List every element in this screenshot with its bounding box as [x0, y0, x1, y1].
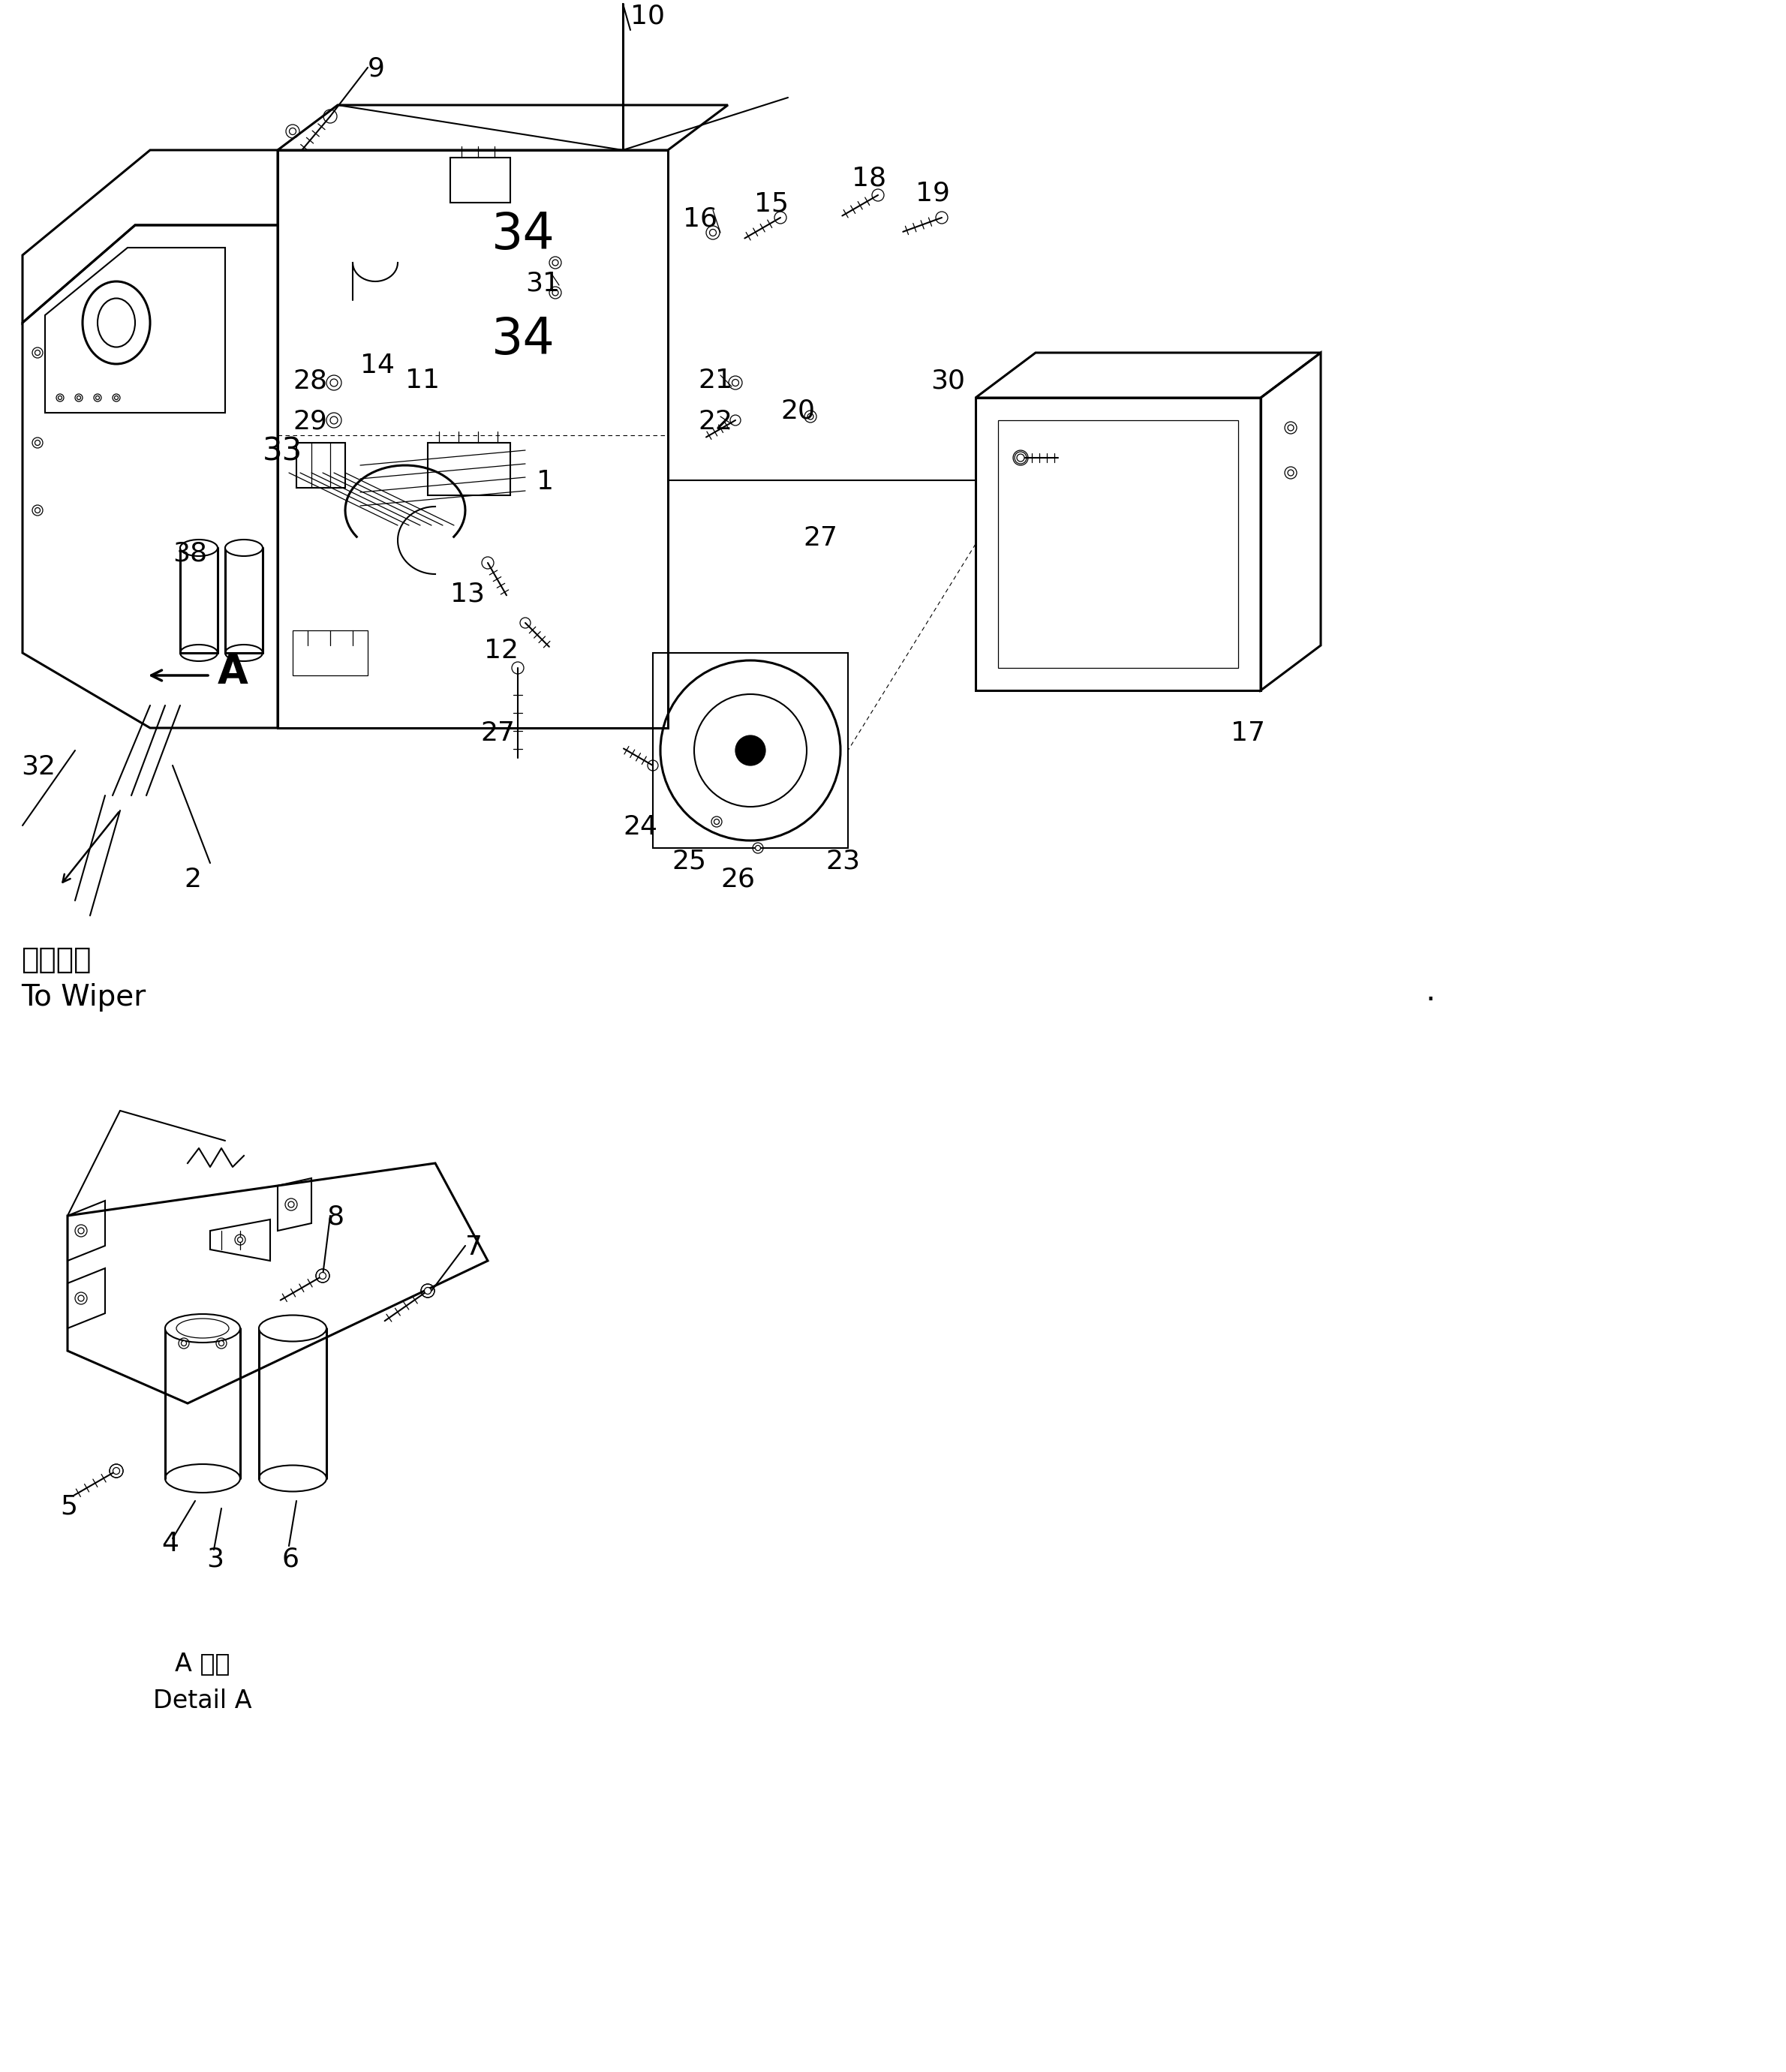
Circle shape — [552, 290, 559, 296]
Circle shape — [36, 508, 39, 514]
Circle shape — [238, 1237, 243, 1243]
Ellipse shape — [259, 1316, 327, 1341]
Ellipse shape — [225, 539, 263, 555]
Circle shape — [1288, 470, 1293, 477]
Text: Detail A: Detail A — [154, 1689, 252, 1714]
Text: 8: 8 — [327, 1204, 343, 1231]
Circle shape — [755, 845, 761, 852]
Text: 22: 22 — [698, 408, 732, 435]
Circle shape — [1016, 454, 1025, 462]
Circle shape — [289, 128, 296, 135]
Circle shape — [36, 350, 39, 354]
Circle shape — [709, 230, 716, 236]
Circle shape — [77, 396, 80, 400]
Text: 25: 25 — [672, 847, 705, 874]
Text: 32: 32 — [21, 754, 55, 779]
Circle shape — [59, 396, 63, 400]
Circle shape — [330, 379, 338, 387]
Text: 16: 16 — [682, 207, 718, 232]
Text: 34: 34 — [491, 209, 555, 259]
Circle shape — [732, 379, 739, 385]
Text: 12: 12 — [484, 638, 518, 663]
Text: ワイパへ: ワイパへ — [21, 945, 91, 974]
Text: 11: 11 — [405, 367, 439, 394]
Text: 34: 34 — [491, 315, 555, 365]
Text: 1: 1 — [536, 468, 554, 495]
Circle shape — [114, 396, 118, 400]
Text: .: . — [1425, 976, 1436, 1007]
Circle shape — [736, 736, 766, 765]
Text: 4: 4 — [161, 1531, 179, 1556]
Text: 17: 17 — [1231, 721, 1264, 746]
Text: 24: 24 — [623, 814, 657, 839]
Text: 20: 20 — [780, 398, 814, 423]
Text: 15: 15 — [754, 191, 789, 218]
Ellipse shape — [180, 539, 218, 555]
Circle shape — [330, 416, 338, 425]
Ellipse shape — [164, 1314, 239, 1343]
Text: 6: 6 — [282, 1546, 298, 1571]
Text: 23: 23 — [825, 847, 861, 874]
Text: 27: 27 — [804, 526, 838, 551]
Text: 29: 29 — [293, 408, 327, 435]
Text: To Wiper: To Wiper — [21, 982, 146, 1011]
Text: 28: 28 — [293, 367, 327, 394]
Text: 13: 13 — [450, 582, 484, 607]
Circle shape — [807, 414, 813, 419]
Circle shape — [714, 818, 720, 825]
Text: 18: 18 — [852, 166, 886, 191]
Circle shape — [288, 1202, 295, 1208]
Text: 30: 30 — [931, 367, 964, 394]
Text: 26: 26 — [720, 866, 755, 893]
Text: 38: 38 — [173, 541, 207, 566]
Circle shape — [320, 1272, 327, 1278]
Text: 5: 5 — [61, 1494, 77, 1519]
Circle shape — [552, 259, 559, 265]
Text: 9: 9 — [368, 56, 384, 81]
Text: 14: 14 — [361, 352, 395, 379]
Circle shape — [1288, 425, 1293, 431]
Text: A 詳細: A 詳細 — [175, 1651, 230, 1676]
Text: 19: 19 — [916, 180, 950, 205]
Text: 27: 27 — [480, 721, 514, 746]
Text: A: A — [218, 653, 248, 692]
Circle shape — [180, 1341, 186, 1347]
Text: 33: 33 — [263, 435, 302, 466]
Circle shape — [36, 439, 39, 445]
Circle shape — [96, 396, 100, 400]
Circle shape — [113, 1467, 120, 1475]
Circle shape — [79, 1295, 84, 1301]
Circle shape — [79, 1229, 84, 1233]
Circle shape — [218, 1341, 223, 1347]
Text: 2: 2 — [184, 866, 202, 893]
Text: 3: 3 — [207, 1546, 223, 1571]
Text: 10: 10 — [630, 4, 664, 29]
Text: 21: 21 — [698, 367, 732, 394]
Circle shape — [425, 1287, 430, 1295]
Text: 7: 7 — [466, 1235, 482, 1260]
Text: 31: 31 — [525, 269, 559, 296]
